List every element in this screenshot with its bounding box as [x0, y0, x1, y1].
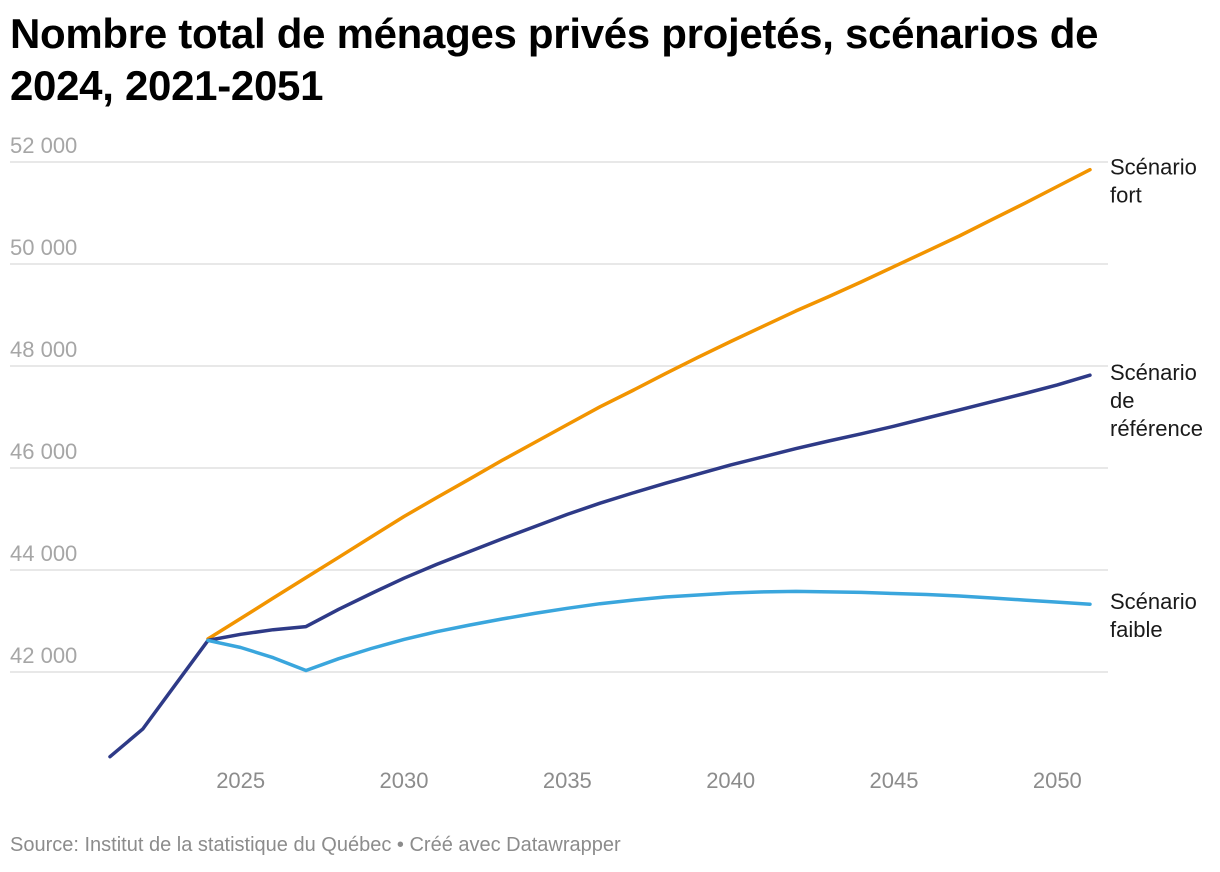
source-text: Source: Institut de la statistique du Qu… [10, 834, 392, 856]
series-label-line: faible [1110, 617, 1163, 642]
series-line [206, 167, 1092, 641]
series-label-line: Scénario [1110, 155, 1197, 180]
x-tick-label: 2035 [543, 768, 592, 793]
y-tick-label: 48 000 [10, 337, 77, 362]
y-tick-label: 44 000 [10, 541, 77, 566]
x-tick-label: 2040 [706, 768, 755, 793]
chart-title: Nombre total de ménages privés projetés,… [10, 10, 1099, 109]
y-tick-label: 42 000 [10, 643, 77, 668]
x-tick-label: 2050 [1033, 768, 1082, 793]
chart-footer: Source: Institut de la statistique du Qu… [10, 834, 621, 857]
series-lines [108, 167, 1092, 759]
series-label: Scénario de référence [1110, 360, 1203, 441]
series-label: Scénario fort [1110, 155, 1197, 208]
series-label-line: fort [1110, 183, 1142, 208]
series-label-line: Scénario [1110, 589, 1197, 614]
series-line [108, 373, 1092, 759]
x-tick-label: 2045 [870, 768, 919, 793]
y-tick-label: 52 000 [10, 133, 77, 158]
series-label-line: référence [1110, 416, 1203, 441]
credit-link[interactable]: Créé avec Datawrapper [409, 834, 621, 856]
series-label: Scénario faible [1110, 589, 1197, 642]
x-tick-label: 2030 [380, 768, 429, 793]
y-tick-label: 46 000 [10, 439, 77, 464]
y-tick-label: 50 000 [10, 235, 77, 260]
series-label-line: de [1110, 388, 1134, 413]
series-line [206, 589, 1092, 673]
x-axis-ticks: 2025 2030 2035 2040 2045 2050 [216, 768, 1082, 793]
y-axis-ticks: 42 000 44 000 46 000 48 000 50 000 52 000 [10, 133, 77, 668]
series-label-line: Scénario [1110, 360, 1197, 385]
series-labels: Scénario fort Scénario de référence Scénario f… [1110, 155, 1203, 643]
x-tick-label: 2025 [216, 768, 265, 793]
gridlines [10, 161, 1108, 673]
footer-separator: • [391, 834, 410, 856]
